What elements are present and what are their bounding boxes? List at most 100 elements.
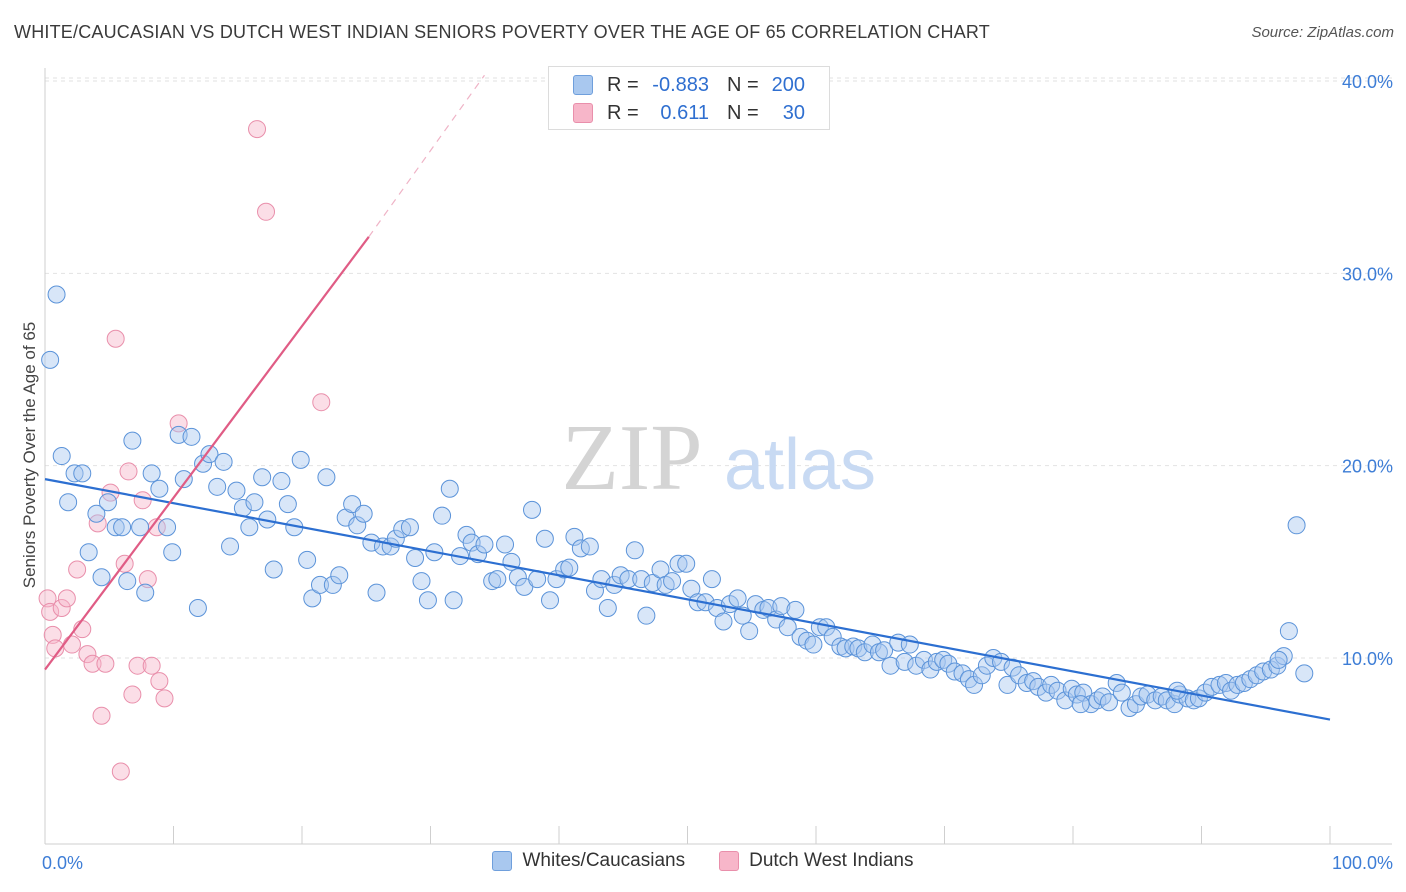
data-point-whites-caucasians xyxy=(921,660,940,679)
data-point-whites-caucasians xyxy=(804,635,823,654)
data-point-whites-caucasians xyxy=(298,550,317,569)
data-point-dutch-west-indians xyxy=(150,672,169,691)
data-point-whites-caucasians xyxy=(560,558,579,577)
data-point-whites-caucasians xyxy=(772,597,791,616)
data-point-whites-caucasians xyxy=(939,654,958,673)
data-point-whites-caucasians xyxy=(488,570,507,589)
data-point-whites-caucasians xyxy=(310,575,329,594)
data-point-whites-caucasians xyxy=(418,591,437,610)
data-point-whites-caucasians xyxy=(194,454,213,473)
data-point-whites-caucasians xyxy=(998,675,1017,694)
x-tick-label: 0.0% xyxy=(42,853,83,873)
stats-swatch-blue xyxy=(573,75,593,95)
data-point-whites-caucasians xyxy=(1062,679,1081,698)
data-point-whites-caucasians xyxy=(163,543,182,562)
data-point-whites-caucasians xyxy=(136,583,155,602)
data-point-dutch-west-indians xyxy=(62,635,81,654)
legend-item-dutch[interactable]: Dutch West Indians xyxy=(719,850,914,872)
stats-r-value: 0.611 xyxy=(660,101,709,124)
data-point-dutch-west-indians xyxy=(106,329,125,348)
stats-r-label: R = xyxy=(607,73,639,96)
stats-n-value: 30 xyxy=(782,101,805,124)
data-point-dutch-west-indians xyxy=(83,654,102,673)
tick-labels: 10.0% 20.0% 30.0% 40.0% 0.0% 100.0% xyxy=(42,72,1393,873)
data-point-whites-caucasians xyxy=(475,535,494,554)
data-point-whites-caucasians xyxy=(823,627,842,646)
data-point-whites-caucasians xyxy=(541,591,560,610)
data-point-dutch-west-indians xyxy=(142,656,161,675)
data-point-whites-caucasians xyxy=(150,479,169,498)
data-point-whites-caucasians xyxy=(1024,672,1043,691)
data-point-whites-caucasians xyxy=(323,575,342,594)
data-point-dutch-west-indians xyxy=(92,706,111,725)
data-point-dutch-west-indians xyxy=(88,514,107,533)
data-point-whites-caucasians xyxy=(200,445,219,464)
data-point-dutch-west-indians xyxy=(57,589,76,608)
data-point-whites-caucasians xyxy=(965,675,984,694)
legend-item-whites[interactable]: Whites/Caucasians xyxy=(492,850,685,872)
data-point-whites-caucasians xyxy=(291,450,310,469)
source-label: Source: ZipAtlas.com xyxy=(1251,24,1394,41)
stats-n-value: 200 xyxy=(771,73,805,96)
stats-row-whites: R = -0.883 N = 200 xyxy=(549,71,829,99)
data-point-whites-caucasians xyxy=(1071,695,1090,714)
trend-line-dutch-west-indians-extension xyxy=(368,74,485,238)
data-point-whites-caucasians xyxy=(702,570,721,589)
data-point-dutch-west-indians xyxy=(138,570,157,589)
data-point-whites-caucasians xyxy=(272,472,291,491)
data-point-whites-caucasians xyxy=(113,518,132,537)
data-point-whites-caucasians xyxy=(59,493,78,512)
correlation-stats-box: R = -0.883 N = 200 R = 0.611 N = 30 xyxy=(548,66,830,130)
stats-swatch-pink xyxy=(573,103,593,123)
data-point-whites-caucasians xyxy=(663,572,682,591)
data-point-whites-caucasians xyxy=(1295,664,1314,683)
data-point-whites-caucasians xyxy=(354,504,373,523)
y-tick-label: 20.0% xyxy=(1342,457,1393,477)
data-point-whites-caucasians xyxy=(632,570,651,589)
data-point-whites-caucasians xyxy=(52,447,71,466)
legend-label: Whites/Caucasians xyxy=(522,850,686,871)
data-point-whites-caucasians xyxy=(875,641,894,660)
data-point-whites-caucasians xyxy=(1048,681,1067,700)
data-point-dutch-west-indians xyxy=(133,491,152,510)
data-point-whites-caucasians xyxy=(972,666,991,685)
data-point-whites-caucasians xyxy=(900,635,919,654)
data-point-whites-caucasians xyxy=(669,554,688,573)
data-point-dutch-west-indians xyxy=(68,560,87,579)
legend-label: Dutch West Indians xyxy=(749,850,914,871)
data-point-whites-caucasians xyxy=(221,537,240,556)
stats-row-dutch: R = 0.611 N = 30 xyxy=(549,99,829,127)
x-tick-label: 100.0% xyxy=(1332,853,1393,873)
data-point-dutch-west-indians xyxy=(248,120,267,139)
data-point-whites-caucasians xyxy=(174,470,193,489)
data-point-dutch-west-indians xyxy=(52,598,71,617)
data-point-whites-caucasians xyxy=(406,548,425,567)
y-tick-label: 30.0% xyxy=(1342,264,1393,284)
data-point-whites-caucasians xyxy=(786,600,805,619)
stats-r-value: -0.883 xyxy=(652,73,709,96)
data-point-whites-caucasians xyxy=(945,662,964,681)
data-point-dutch-west-indians xyxy=(78,645,97,664)
stats-n-label: N = xyxy=(727,101,759,124)
data-point-whites-caucasians xyxy=(677,554,696,573)
data-point-whites-caucasians xyxy=(855,643,874,662)
data-point-whites-caucasians xyxy=(523,500,542,519)
grid-lines xyxy=(45,77,1392,659)
data-point-dutch-west-indians xyxy=(312,393,331,412)
data-point-whites-caucasians xyxy=(1056,691,1075,710)
whites-caucasians-points xyxy=(41,285,1314,718)
y-axis-label: Seniors Poverty Over the Age of 65 xyxy=(20,321,39,589)
data-point-whites-caucasians xyxy=(625,541,644,560)
data-point-whites-caucasians xyxy=(330,566,349,585)
data-point-whites-caucasians xyxy=(444,591,463,610)
data-point-whites-caucasians xyxy=(227,481,246,500)
data-point-dutch-west-indians xyxy=(41,602,60,621)
dutch-west-indians-points xyxy=(38,120,331,781)
chart-legend: Whites/Caucasians Dutch West Indians xyxy=(0,850,1406,872)
data-point-whites-caucasians xyxy=(863,635,882,654)
data-point-whites-caucasians xyxy=(400,518,419,537)
data-point-whites-caucasians xyxy=(303,589,322,608)
data-point-whites-caucasians xyxy=(240,518,259,537)
y-tick-label: 40.0% xyxy=(1342,72,1393,92)
